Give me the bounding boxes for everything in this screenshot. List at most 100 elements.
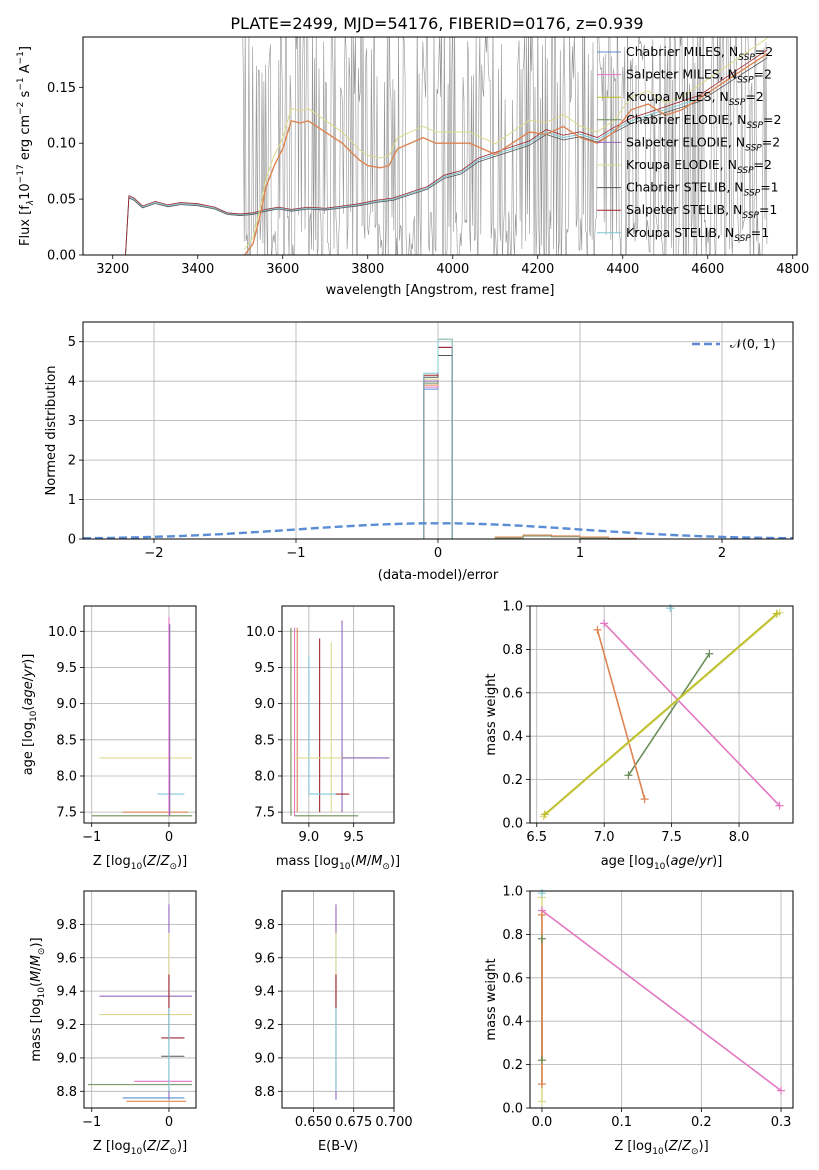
x-tick-label: 0: [434, 546, 442, 561]
y-tick-label: 8.8: [254, 1085, 275, 1100]
x-tick-label: 0.3: [771, 1115, 792, 1130]
y-tick-label: 0.8: [502, 928, 523, 943]
plot-frame: [529, 605, 794, 824]
data-point: [775, 801, 784, 810]
plot-frame: [83, 890, 197, 1109]
y-tick-label: 9.6: [254, 951, 275, 966]
y-tick-label: 9.8: [56, 918, 77, 933]
segments: [542, 611, 781, 818]
data-point: [772, 609, 781, 618]
data-point: [600, 619, 609, 628]
data-line: [603, 622, 781, 807]
y-tick-label: 8.5: [254, 733, 275, 748]
y-tick-label: 2: [68, 454, 76, 469]
figure-title: PLATE=2499, MJD=54176, FIBERID=0176, z=0…: [230, 14, 643, 33]
x-tick-label: −1: [286, 546, 305, 561]
legend-label: Chabrier ELODIE, NSSP=2: [626, 112, 781, 131]
y-axis-label: mass weight: [484, 673, 499, 755]
y-tick-label: 10.0: [246, 625, 275, 640]
x-tick-label: 4600: [691, 262, 724, 277]
plot-frame: [82, 36, 798, 256]
data-point: [640, 795, 649, 804]
x-tick-label: −1: [82, 1115, 101, 1130]
data-trace: [242, 37, 768, 255]
y-tick-label: 8.0: [56, 769, 77, 784]
legend-label: Chabrier STELIB, NSSP=1: [626, 180, 779, 199]
y-tick-label: 7.5: [56, 806, 77, 821]
x-tick-label: 3200: [96, 262, 129, 277]
y-axis-label: age [log10(age/yr)]: [21, 654, 39, 776]
panel-age-vs-mass: 9.0 9.5 7.5 8.0 8.5 9.0 9.5 10.0 mass [log10(M/M…: [246, 605, 400, 872]
data-point: [537, 910, 546, 919]
legend-label: Salpeter STELIB, NSSP=1: [626, 202, 777, 221]
data-point: [537, 889, 546, 898]
y-tick-label: 0.0: [502, 817, 523, 832]
y-tick-label: 0.8: [502, 643, 523, 658]
x-tick-label: 6.5: [526, 830, 547, 845]
model-blue-line: [125, 53, 768, 255]
x-tick-label: 0: [165, 830, 173, 845]
x-axis-label: Z [log10(Z/Z⊙)]: [614, 1139, 708, 1157]
data-line: [627, 653, 711, 776]
x-tick-label: 4000: [436, 262, 469, 277]
hist-step: [423, 338, 453, 539]
x-tick-label: 4400: [606, 262, 639, 277]
y-tick-label: 0.2: [502, 1058, 523, 1073]
legend-label: Chabrier MILES, NSSP=2: [626, 44, 773, 63]
segments: [87, 904, 193, 1102]
y-tick-label: 9.8: [254, 918, 275, 933]
x-tick-label: 0.1: [611, 1115, 632, 1130]
x-tick-label: −1: [82, 830, 101, 845]
y-axis-label: mass [log10(M/M⊙)]: [29, 937, 47, 1061]
data-point: [624, 771, 633, 780]
y-tick-label: 9.2: [254, 1018, 275, 1033]
legend-label: 𝒩(0, 1): [730, 336, 776, 351]
panel-mass-vs-Z: −1 0 8.8 9.0 9.2 9.4 9.6 9.8 Z [log10(Z/Z⊙)] mass…: [29, 890, 197, 1157]
panel-weight-vs-Z: 0.0 0.1 0.2 0.3 0.0 0.2 0.4 0.6 0.8 1.0 Z [log10(Z…: [484, 885, 794, 1157]
y-tick-label: 1.0: [502, 600, 523, 615]
y-tick-label: 3: [68, 414, 76, 429]
x-axis-label: mass [log10(M/M⊙)]: [276, 854, 400, 872]
x-tick-label: 0: [165, 1115, 173, 1130]
data-point: [537, 1056, 546, 1065]
legend-label: Kroupa STELIB, NSSP=1: [626, 225, 769, 244]
panel-spectrum: 3200 3400 3600 3800 4000 4200 4400 4600 4800 0.00…: [16, 36, 809, 298]
x-axis-label: (data-model)/error: [378, 568, 499, 583]
x-axis-label: wavelength [Angstrom, rest frame]: [326, 283, 555, 298]
y-tick-label: 0.6: [502, 971, 523, 986]
x-tick-label: 2: [718, 546, 726, 561]
data-line: [541, 909, 782, 1092]
x-tick-label: 8.0: [729, 830, 750, 845]
y-axis-label: Flux [fλ10−17 erg cm−2 s−1 A−1]: [16, 46, 36, 246]
y-tick-label: 4: [68, 375, 76, 390]
y-tick-label: 0.10: [47, 137, 76, 152]
panel-residuals: −2 −1 0 1 2 0 1 2 3 4 5 𝒩(0, 1) (data-model)/error No…: [44, 321, 794, 583]
x-tick-label: 1: [576, 546, 584, 561]
segments: [541, 897, 782, 1102]
x-tick-label: −2: [144, 546, 163, 561]
y-tick-label: 0.6: [502, 686, 523, 701]
plot-frame: [83, 605, 197, 824]
legend-label: Kroupa MILES, NSSP=2: [626, 89, 764, 108]
y-tick-label: 9.0: [254, 1051, 275, 1066]
y-tick-label: 9.6: [56, 951, 77, 966]
plot-frame: [529, 890, 794, 1109]
y-tick-label: 9.5: [56, 661, 77, 676]
x-tick-label: 3600: [266, 262, 299, 277]
y-tick-label: 0.15: [47, 81, 76, 96]
data-point: [540, 810, 549, 819]
panel-age-vs-Z: −1 0 7.5 8.0 8.5 9.0 9.5 10.0 Z [log10(Z/Z⊙)] age…: [21, 605, 197, 872]
y-tick-label: 1.0: [502, 885, 523, 900]
y-tick-label: 9.4: [56, 985, 77, 1000]
x-tick-label: 3400: [181, 262, 214, 277]
legend-label: Salpeter ELODIE, NSSP=2: [626, 134, 780, 153]
data-point: [537, 1097, 546, 1106]
x-tick-label: 4800: [776, 262, 809, 277]
y-tick-label: 10.0: [48, 625, 77, 640]
data-point: [777, 1086, 786, 1095]
y-tick-label: 9.0: [254, 697, 275, 712]
y-tick-label: 0.05: [47, 193, 76, 208]
y-axis-label: mass weight: [484, 958, 499, 1040]
x-tick-label: 4200: [521, 262, 554, 277]
y-tick-label: 0.0: [502, 1102, 523, 1117]
